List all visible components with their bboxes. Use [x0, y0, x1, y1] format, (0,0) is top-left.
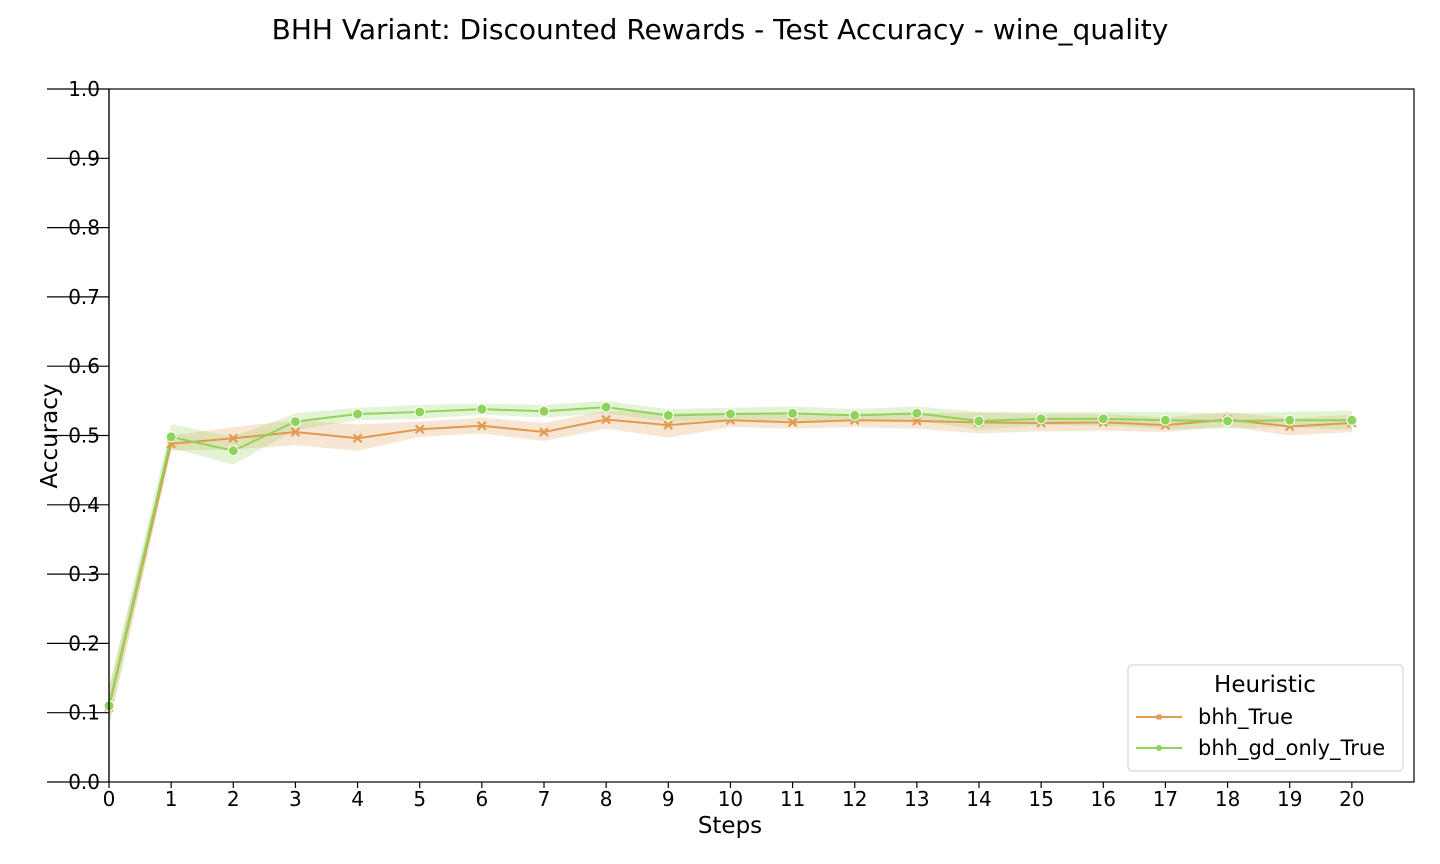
y-axis-label: Accuracy: [37, 383, 63, 488]
data-point: [787, 407, 799, 419]
x-tick-label: 2: [227, 787, 240, 811]
y-tick-label: 0.1: [68, 701, 100, 725]
x-tick-label: 0: [103, 787, 116, 811]
x-axis-label: Steps: [698, 813, 762, 839]
y-tick-label: 0.3: [68, 562, 100, 586]
x-tick-label: 13: [904, 787, 929, 811]
y-tick-label: 0.2: [68, 631, 100, 655]
confidence-band-bhh_True: [109, 410, 1352, 727]
data-point: [477, 421, 487, 431]
y-tick-label: 0.9: [68, 146, 100, 170]
y-axis: 0.0 0.1 0.2 0.3 0.4 0.5 0.6 0.7 0.8 0.9 1.0: [47, 77, 110, 794]
data-point: [912, 416, 922, 426]
y-tick-label: 0.4: [68, 493, 100, 517]
x-tick-label: 6: [475, 787, 488, 811]
y-tick-label: 0.7: [68, 285, 100, 309]
legend-marker: [1156, 714, 1162, 720]
legend-item-bhh_gd_only_True: bhh_gd_only_True: [1136, 736, 1385, 761]
data-point: [973, 415, 985, 427]
data-point: [1159, 414, 1171, 426]
legend-label: bhh_True: [1198, 705, 1293, 730]
x-tick-label: 19: [1277, 787, 1302, 811]
data-point: [539, 427, 549, 437]
y-tick-label: 0.8: [68, 216, 100, 240]
x-tick-label: 14: [966, 787, 991, 811]
x-tick-label: 20: [1339, 787, 1364, 811]
x-tick-label: 11: [780, 787, 805, 811]
data-point: [538, 405, 550, 417]
confidence-bands: [109, 400, 1352, 727]
x-tick-label: 9: [662, 787, 675, 811]
data-point: [289, 416, 301, 428]
x-tick-label: 16: [1091, 787, 1116, 811]
data-point: [662, 409, 674, 421]
data-point: [1097, 413, 1109, 425]
x-tick-label: 12: [842, 787, 867, 811]
data-point: [601, 414, 611, 425]
x-tick-label: 5: [413, 787, 426, 811]
data-point: [1284, 414, 1296, 426]
series-markers: [103, 401, 1358, 712]
data-point: [165, 431, 177, 443]
data-point: [476, 403, 488, 415]
x-tick-label: 8: [600, 787, 613, 811]
x-tick-label: 3: [289, 787, 302, 811]
x-tick-label: 7: [538, 787, 551, 811]
data-point: [414, 406, 426, 418]
data-point: [227, 445, 239, 457]
data-point: [849, 409, 861, 421]
data-point: [1035, 413, 1047, 425]
y-tick-label: 0.0: [68, 770, 100, 794]
data-point: [352, 433, 363, 444]
y-tick-label: 0.6: [68, 354, 100, 378]
data-point: [1346, 414, 1358, 426]
legend-label: bhh_gd_only_True: [1198, 736, 1385, 761]
x-tick-label: 18: [1215, 787, 1240, 811]
legend-box: [1127, 664, 1404, 772]
series-lines: [108, 406, 1352, 708]
legend-title: Heuristic: [1214, 672, 1316, 698]
data-point: [911, 407, 923, 419]
data-point: [663, 420, 674, 430]
data-point: [724, 408, 736, 420]
series-line-bhh_True: [108, 418, 1352, 708]
data-point: [290, 427, 301, 437]
x-tick-label: 17: [1153, 787, 1178, 811]
x-tick-label: 1: [165, 787, 178, 811]
x-tick-label: 15: [1028, 787, 1053, 811]
data-point: [787, 417, 798, 428]
x-tick-label: 4: [351, 787, 364, 811]
legend-item-bhh_True: bhh_True: [1136, 705, 1293, 730]
data-point: [352, 408, 364, 420]
legend-marker: [1156, 745, 1162, 751]
x-tick-label: 10: [718, 787, 743, 811]
data-point: [228, 433, 239, 444]
legend: Heuristic bhh_True bhh_gd_only_True: [1127, 664, 1404, 772]
data-point: [414, 424, 425, 435]
data-point: [1222, 415, 1234, 427]
y-tick-label: 0.5: [68, 424, 100, 448]
y-tick-label: 1.0: [68, 77, 100, 101]
chart-title: BHH Variant: Discounted Rewards - Test A…: [272, 13, 1169, 46]
data-point: [600, 401, 612, 413]
x-axis: 0 1 2 3 4 5 6 7 8 9 10 11 12 13 14 15 16 17 18 19 20: [103, 782, 1365, 811]
series-line-bhh_gd_only_True: [108, 406, 1352, 706]
